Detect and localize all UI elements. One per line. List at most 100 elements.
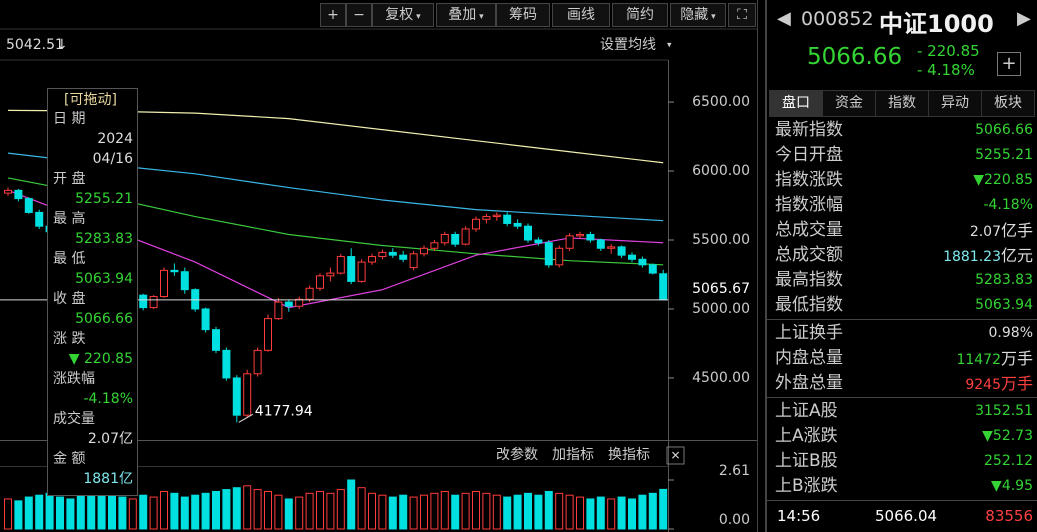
popup-label: 最 低 bbox=[53, 251, 86, 267]
unit: 万手 bbox=[1000, 374, 1033, 393]
popup-label: 成交量 bbox=[53, 411, 95, 427]
quote-row: 最高指数 5283.83 bbox=[775, 268, 1033, 293]
volume-bar bbox=[492, 494, 501, 530]
candle-body bbox=[139, 294, 148, 309]
add-button[interactable]: + bbox=[997, 52, 1021, 76]
popup-title[interactable]: [可拖动] bbox=[64, 92, 117, 108]
volume-bar bbox=[420, 494, 428, 530]
candle-body bbox=[388, 251, 397, 256]
candle-body bbox=[544, 242, 553, 266]
popup-value: 5255.21 bbox=[75, 191, 133, 207]
toolbar-button[interactable]: 复权 ▾ bbox=[372, 3, 434, 27]
row-value: 0.98% bbox=[989, 321, 1033, 346]
indicator-button[interactable]: 换指标 bbox=[608, 446, 650, 463]
axes: 6500.00 6000.00 5500.00 5000.00 4500.00 5065.… bbox=[238, 94, 752, 530]
volume-bar bbox=[97, 490, 106, 530]
candle-body bbox=[628, 254, 636, 260]
volume-bar bbox=[628, 498, 636, 530]
y-tick-label: 6500.00 bbox=[692, 94, 750, 110]
y-tick-label: 5500.00 bbox=[692, 232, 750, 248]
value: ▼52.73 bbox=[982, 428, 1033, 444]
candle-body bbox=[201, 308, 210, 331]
tick-price: 5066.04 bbox=[875, 507, 938, 525]
popup-label: 收 盘 bbox=[53, 291, 86, 307]
candle-body bbox=[378, 251, 387, 258]
candle-body bbox=[430, 242, 439, 249]
toolbar-button[interactable]: 筹码 bbox=[496, 3, 550, 27]
caret[interactable]: ▾ bbox=[413, 12, 421, 22]
row-value: 252.12 bbox=[984, 449, 1033, 474]
quote-row: 最新指数 5066.66 bbox=[775, 118, 1033, 143]
info-popup[interactable]: [可拖动] 日 期 2024 04/16 开 盘 5255.21 最 高 5283.83 最 低… bbox=[47, 88, 138, 496]
row-label: 指数涨幅 bbox=[775, 195, 843, 215]
volume-bar bbox=[461, 492, 470, 530]
candle-body bbox=[617, 246, 626, 256]
popup-label: 涨 跌 bbox=[53, 331, 86, 347]
volume-bar bbox=[399, 494, 408, 530]
y-tick-label: 6000.00 bbox=[692, 163, 750, 179]
volume-bar bbox=[35, 494, 44, 530]
tab[interactable]: 资金 bbox=[822, 90, 876, 117]
candle-body bbox=[399, 254, 408, 260]
row-value: ▼52.73 bbox=[982, 424, 1033, 449]
tab[interactable]: 盘口 bbox=[769, 90, 823, 117]
popup-value: 1881亿 bbox=[83, 471, 133, 487]
row-value: 9245万手 bbox=[965, 371, 1033, 398]
volume-bar bbox=[368, 492, 376, 530]
volume-bar bbox=[4, 498, 12, 530]
ma-setting-caret[interactable]: ▾ bbox=[667, 41, 672, 51]
price: 5066.66 bbox=[807, 44, 903, 70]
tab[interactable]: 板块 bbox=[981, 90, 1035, 117]
volume-bar bbox=[139, 494, 148, 530]
toolbar-button[interactable]: 画线 bbox=[552, 3, 610, 27]
indicator-button[interactable]: 加指标 bbox=[552, 447, 594, 463]
separator bbox=[767, 500, 1037, 501]
candle-body bbox=[180, 271, 189, 291]
next-arrow[interactable]: ▶ bbox=[1017, 8, 1031, 29]
fullscreen-button[interactable]: ⛶ bbox=[728, 3, 756, 27]
unit: 亿元 bbox=[1000, 246, 1033, 265]
tab[interactable]: 指数 bbox=[875, 90, 929, 117]
close-indicator[interactable] bbox=[666, 446, 685, 465]
volume-bar bbox=[544, 490, 553, 530]
low-pointer bbox=[238, 413, 254, 423]
toolbar-button[interactable]: 简约 bbox=[612, 3, 668, 27]
toolbar-button[interactable]: 叠加 ▾ bbox=[436, 3, 496, 27]
close-icon[interactable]: ✕ bbox=[670, 449, 680, 463]
volume-bar bbox=[409, 496, 418, 530]
candle-body bbox=[440, 233, 449, 244]
candle-body bbox=[305, 287, 314, 300]
toolbar-button[interactable]: 隐藏 ▾ bbox=[670, 3, 726, 27]
indicator-button[interactable]: 改参数 bbox=[496, 446, 538, 463]
value: 11472 bbox=[956, 352, 1001, 368]
value: 5255.21 bbox=[975, 147, 1033, 163]
candle-body bbox=[420, 247, 428, 255]
row-value: 3152.51 bbox=[975, 399, 1033, 424]
popup-label: 日 期 bbox=[53, 111, 86, 127]
ma-setting[interactable]: 设置均线 bbox=[600, 37, 656, 53]
volume-bar bbox=[607, 498, 616, 530]
volume-bar bbox=[274, 494, 283, 530]
volume-bar bbox=[638, 494, 647, 530]
caret[interactable]: ▾ bbox=[708, 12, 716, 22]
toolbar-button[interactable]: + bbox=[320, 3, 346, 27]
candle-body bbox=[596, 239, 605, 249]
popup-value: 2.07亿 bbox=[87, 431, 133, 447]
candle-body bbox=[659, 273, 668, 301]
candle-body bbox=[482, 216, 491, 220]
volume-bar bbox=[472, 490, 480, 530]
volume-bar bbox=[232, 487, 241, 530]
caret[interactable]: ▾ bbox=[476, 12, 484, 22]
toolbar-button[interactable]: − bbox=[346, 3, 372, 27]
volume-bar bbox=[430, 492, 439, 530]
quote-row: 指数涨幅 -4.18% bbox=[775, 193, 1033, 218]
prev-arrow[interactable]: ◀ bbox=[777, 8, 791, 29]
row-value: 5066.66 bbox=[975, 118, 1033, 143]
volume-bar bbox=[648, 492, 657, 530]
tab[interactable]: 异动 bbox=[928, 90, 982, 117]
quote-row: 上A涨跌 ▼52.73 bbox=[775, 424, 1033, 449]
volume-bar bbox=[170, 492, 179, 530]
volume-bar bbox=[128, 498, 137, 530]
volume-bar bbox=[264, 490, 272, 530]
volume-bar bbox=[576, 496, 584, 530]
